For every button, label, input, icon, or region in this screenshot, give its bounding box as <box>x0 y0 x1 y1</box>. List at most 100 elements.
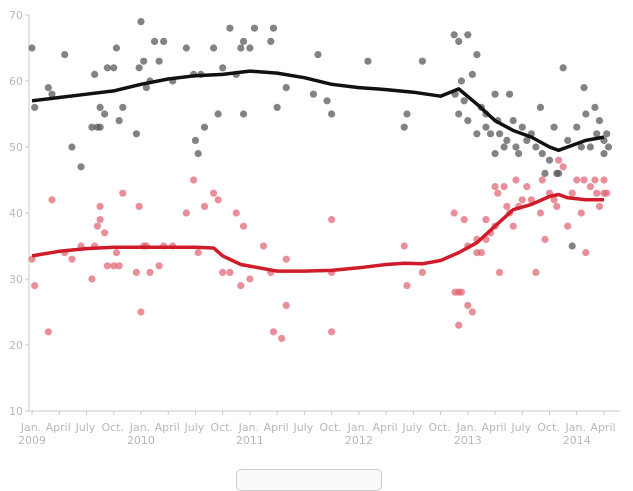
gray-poll-point <box>464 117 472 125</box>
gray-poll-point <box>536 103 545 111</box>
gray-poll-point <box>219 64 227 72</box>
red-poll-point <box>468 308 476 316</box>
gray-poll-point <box>593 130 601 138</box>
red-poll-point <box>455 321 463 329</box>
x-tick-label-month: Oct. <box>537 421 560 434</box>
red-poll-point <box>278 334 286 342</box>
red-poll-point <box>135 202 143 210</box>
gray-poll-point <box>328 110 336 118</box>
red-poll-point <box>595 202 604 210</box>
gray-poll-point <box>96 123 104 131</box>
gray-poll-point <box>518 123 526 131</box>
gray-poll-point <box>464 31 472 39</box>
red-poll-point <box>559 163 567 171</box>
x-tick-label-month: Jan. <box>238 421 259 434</box>
gray-poll-point <box>500 143 508 151</box>
gray-poll-point <box>555 169 563 177</box>
red-poll-point <box>101 229 109 237</box>
gray-poll-point <box>200 123 209 131</box>
red-poll-point <box>536 209 545 217</box>
red-poll-point <box>582 249 590 257</box>
gray-poll-point <box>61 51 69 59</box>
red-poll-point <box>112 249 121 257</box>
red-poll-point <box>226 268 234 276</box>
gray-poll-point <box>523 136 531 144</box>
gray-poll-point <box>191 136 200 144</box>
gray-poll-point <box>505 90 514 98</box>
y-tick-label: 40 <box>9 207 23 220</box>
red-poll-point <box>214 196 222 204</box>
gray-poll-point <box>160 37 168 46</box>
red-poll-point <box>328 328 336 336</box>
gray-poll-point <box>418 57 427 65</box>
gray-poll-point <box>603 130 611 138</box>
red-poll-point <box>209 189 218 197</box>
gray-poll-point <box>495 130 504 138</box>
gray-poll-point <box>48 90 56 98</box>
red-poll-point <box>200 202 209 210</box>
gray-poll-point <box>582 110 590 118</box>
red-poll-point <box>48 196 56 204</box>
gray-poll-point <box>237 44 245 52</box>
red-poll-point <box>457 288 466 296</box>
gray-poll-point <box>250 24 259 32</box>
bottom-control-button[interactable] <box>236 469 382 491</box>
red-poll-point <box>603 189 611 197</box>
red-poll-point <box>110 262 118 270</box>
gray-poll-point <box>239 37 248 46</box>
red-poll-point <box>568 189 576 197</box>
red-poll-point <box>541 235 549 243</box>
y-tick-label: 50 <box>9 141 23 154</box>
gray-poll-point <box>550 123 558 131</box>
gray-poll-point <box>457 77 466 85</box>
x-tick-label-month: Jan. <box>20 421 41 434</box>
red-poll-point <box>573 176 581 184</box>
y-tick-label: 10 <box>9 405 23 418</box>
gray-poll-point <box>267 37 275 46</box>
red-poll-point <box>137 308 145 316</box>
x-tick-label-month: July <box>184 421 205 434</box>
gray-poll-point <box>323 97 331 105</box>
red-poll-point <box>500 183 508 191</box>
x-tick-label-month: Jan. <box>347 421 368 434</box>
red-poll-point <box>146 268 154 276</box>
gray-poll-point <box>604 143 613 151</box>
gray-poll-point <box>455 110 463 118</box>
red-poll-point <box>103 262 111 270</box>
gray-poll-point <box>450 31 458 39</box>
gray-poll-point <box>541 169 549 177</box>
red-poll-point <box>482 216 490 224</box>
x-tick-label-month: July <box>75 421 96 434</box>
gray-poll-point <box>559 64 567 72</box>
red-poll-point <box>44 328 52 336</box>
gray-poll-point <box>586 143 594 151</box>
red-poll-point <box>96 202 104 210</box>
red-poll-point <box>269 328 278 336</box>
gray-poll-point <box>473 51 481 59</box>
red-poll-point <box>600 176 608 184</box>
gray-poll-point <box>580 84 588 92</box>
gray-poll-point <box>88 123 96 131</box>
y-tick-label: 70 <box>9 9 23 22</box>
gray-poll-point <box>538 150 546 158</box>
red-poll-point <box>450 209 458 217</box>
y-tick-label: 20 <box>9 339 23 352</box>
gray-poll-point <box>515 150 523 158</box>
x-tick-label-month: July <box>510 421 531 434</box>
red-poll-point <box>328 216 336 224</box>
x-tick-label-year: 2012 <box>345 434 373 447</box>
gray-poll-point <box>140 57 148 65</box>
red-poll-point <box>403 282 411 290</box>
red-poll-point <box>282 255 290 263</box>
gray-poll-point <box>460 97 468 105</box>
gray-poll-point <box>119 103 127 111</box>
red-poll-point <box>88 275 96 283</box>
gray-poll-point <box>137 18 145 26</box>
x-tick-label-year: 2013 <box>454 434 482 447</box>
gray-poll-point <box>482 123 490 131</box>
red-poll-point <box>31 282 39 290</box>
y-tick-label: 60 <box>9 75 23 88</box>
red-poll-point <box>460 216 468 224</box>
gray-poll-point <box>491 90 499 98</box>
